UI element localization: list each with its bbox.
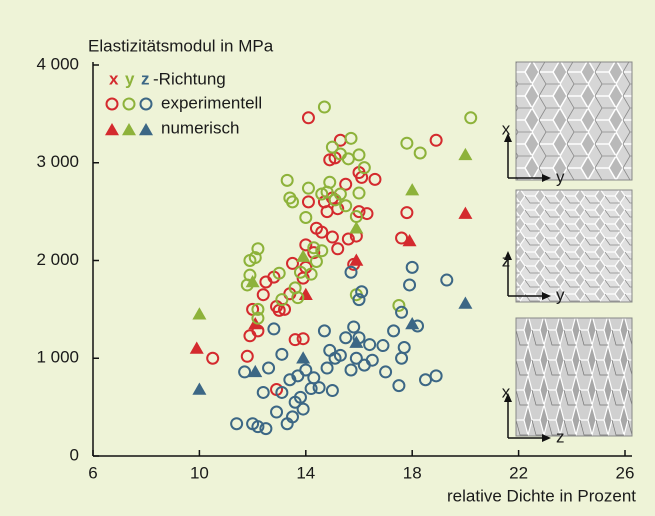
legend-label: -Richtung	[153, 69, 226, 88]
inset-image	[516, 318, 632, 436]
legend-label: experimentell	[161, 93, 262, 112]
legend-label: x	[109, 69, 119, 88]
x-tick-label: 18	[403, 463, 422, 482]
y-tick-label: 3 000	[36, 152, 79, 171]
y-tick-label: 0	[70, 445, 79, 464]
inset-axis-label: x	[502, 119, 511, 138]
y-tick-label: 1 000	[36, 348, 79, 367]
legend-label: y	[125, 69, 135, 88]
inset-axis-label: x	[502, 382, 511, 401]
x-tick-label: 10	[190, 463, 209, 482]
y-tick-label: 4 000	[36, 54, 79, 73]
chart: x y z y x z Elastizitätsmodul in MPa rel…	[0, 0, 655, 516]
legend-label: numerisch	[161, 118, 239, 137]
inset-image	[516, 190, 632, 302]
inset-axis-label: z	[502, 251, 511, 270]
y-tick-label: 2 000	[36, 250, 79, 269]
y-axis-title: Elastizitätsmodul in MPa	[88, 36, 274, 55]
inset-axis-label: z	[556, 427, 565, 446]
inset-axis-label: y	[556, 167, 565, 186]
x-tick-label: 22	[509, 463, 528, 482]
x-axis-title: relative Dichte in Prozent	[447, 486, 636, 505]
inset-image	[516, 62, 632, 180]
inset-images	[516, 62, 632, 436]
x-tick-label: 14	[296, 463, 315, 482]
inset-axis-label: y	[556, 285, 565, 304]
x-tick-label: 6	[88, 463, 97, 482]
legend-label: z	[141, 69, 150, 88]
x-tick-label: 26	[616, 463, 635, 482]
